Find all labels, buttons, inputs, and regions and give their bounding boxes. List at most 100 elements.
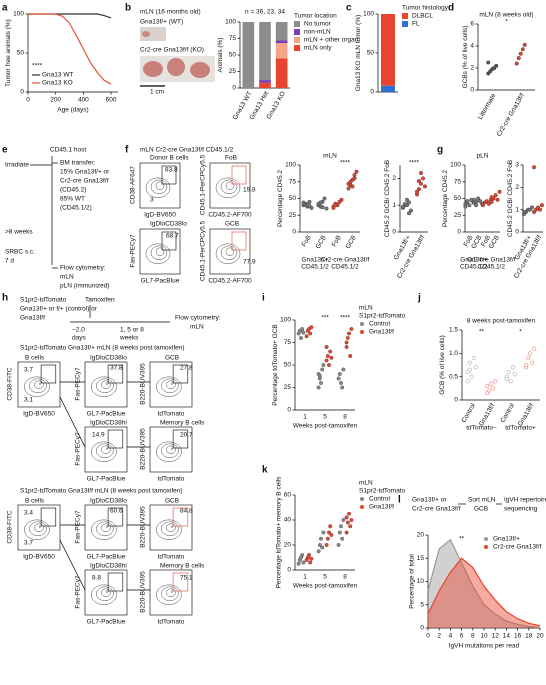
label: B220-BUV395	[140, 428, 147, 470]
data-point	[465, 199, 470, 204]
data-point	[300, 327, 305, 331]
legend-label: Gna13f/f	[369, 504, 394, 511]
data-point	[307, 203, 312, 208]
bar-segment	[242, 22, 255, 88]
chart-title: 8 weeks post-tamoxifen	[467, 318, 536, 325]
panel-letter: b	[125, 3, 131, 14]
group-label: CD45.1/2	[478, 264, 506, 271]
legend-swatch	[484, 537, 488, 541]
data-point	[516, 56, 521, 61]
panel-letter: h	[2, 293, 8, 304]
y-axis-label: Percentage tdTomato+ GCB	[272, 324, 279, 405]
data-point	[320, 205, 325, 210]
legend-swatch	[484, 545, 488, 549]
survival-line	[28, 13, 112, 85]
y-tick-label: 10	[417, 578, 425, 585]
label: Sort mLN	[468, 497, 496, 504]
y-axis-label: Percentage CD45.2	[442, 170, 449, 227]
legend-swatch	[294, 21, 300, 27]
bar-segment	[381, 14, 395, 86]
contour	[161, 443, 179, 458]
gate	[172, 507, 189, 527]
data-point	[348, 524, 353, 529]
legend-label: Control	[369, 496, 391, 503]
data-point	[417, 187, 422, 192]
gate	[161, 231, 177, 251]
y-tick-label: 0.5	[449, 373, 458, 380]
contour	[161, 378, 179, 393]
flow-plot	[17, 361, 61, 408]
x-tick-label: 8	[471, 633, 475, 640]
data-point	[327, 530, 331, 535]
distribution-line	[427, 538, 541, 629]
x-tick-label: 16	[514, 633, 522, 640]
y-tick-label: 0	[515, 229, 519, 236]
data-point	[465, 379, 470, 384]
y-tick-label: 0	[470, 87, 474, 94]
y-tick-label: 2	[470, 65, 474, 72]
legend-swatch	[402, 13, 408, 19]
y-tick-label: 50	[284, 362, 292, 369]
data-point	[478, 199, 483, 204]
contour	[96, 586, 114, 601]
data-point	[497, 189, 502, 194]
contour	[34, 523, 44, 532]
chart-title: mLN	[323, 153, 337, 160]
label: 14.9	[92, 432, 105, 439]
data-point	[331, 205, 336, 210]
gate	[107, 429, 124, 449]
y-axis-label: Tumor free animals (%)	[5, 19, 12, 87]
data-point	[333, 202, 338, 207]
data-point	[337, 372, 342, 376]
data-point	[324, 543, 329, 547]
data-point	[318, 200, 323, 205]
contour	[91, 584, 117, 605]
label: CD38-AF647	[130, 166, 137, 204]
data-point	[349, 518, 354, 522]
x-tick-label: Gna13f/f	[517, 402, 536, 427]
y-tick-label: 0	[292, 229, 296, 236]
arrow	[59, 539, 86, 591]
y-tick-label: 75	[284, 339, 292, 346]
label: 27.8	[180, 365, 193, 372]
flow-plot	[149, 426, 193, 473]
group-label: CD45.1/2	[301, 264, 329, 271]
y-axis-label: GCBs (% of live cells)	[462, 26, 469, 89]
legend-label: Control	[369, 321, 391, 328]
flow-plot	[209, 162, 251, 209]
y-tick-label: 50	[454, 195, 462, 202]
flow-plot	[139, 162, 181, 209]
contour	[166, 588, 176, 597]
y-axis-label: Percentage tdTomato+ memory B cells	[276, 476, 283, 589]
legend-label: Cr2-cre Gna13f/f	[493, 544, 542, 551]
data-point	[308, 331, 313, 336]
panel-letter: a	[2, 3, 8, 14]
data-point	[506, 370, 511, 375]
photo	[167, 58, 185, 76]
flow-plot	[149, 361, 193, 408]
data-point	[316, 549, 321, 554]
panel-letter: d	[448, 3, 454, 14]
legend-swatch	[294, 29, 300, 35]
data-point	[307, 553, 311, 557]
data-point	[485, 391, 490, 396]
group-label: CD45.1/2	[460, 264, 488, 271]
data-point	[407, 211, 412, 216]
photo	[142, 31, 150, 37]
legend-title: Tumor histology	[402, 5, 449, 12]
label: 1 cm	[150, 89, 164, 96]
legend-label: No tumor	[304, 21, 332, 28]
contour	[29, 378, 47, 393]
label: CD38-FITC	[7, 367, 14, 401]
data-point	[469, 374, 474, 379]
contour	[91, 441, 117, 462]
label: 7 d	[5, 258, 14, 265]
data-point	[493, 193, 498, 198]
data-point	[320, 545, 325, 550]
label: mLN	[60, 274, 74, 281]
label: 60.6	[110, 508, 123, 515]
data-point	[344, 515, 349, 520]
gate	[172, 364, 189, 384]
label: 68.7	[166, 233, 179, 240]
label: Flow cytometry:	[175, 315, 221, 322]
